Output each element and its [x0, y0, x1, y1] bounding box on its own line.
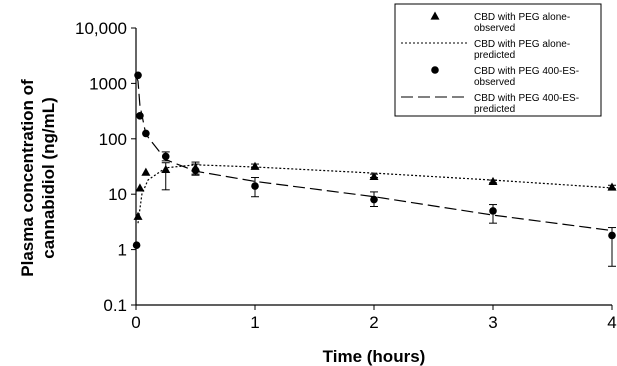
- y-axis-title-line-2: cannabidiol (ng/mL): [39, 97, 58, 259]
- x-tick-label: 4: [607, 313, 616, 332]
- axes: 0.1 1 10 100 1000 10,000 0 1 2 3 4: [75, 19, 617, 332]
- data-point: [488, 176, 498, 186]
- legend-label: observed: [474, 23, 515, 34]
- y-tick-label: 1: [118, 241, 127, 260]
- series-1: [133, 161, 617, 220]
- legend-label: CBD with PEG alone-: [474, 39, 570, 50]
- x-tick-label: 0: [131, 313, 140, 332]
- x-axis-title: Time (hours): [323, 347, 426, 366]
- data-point: [191, 166, 200, 175]
- legend-triangle-icon: [430, 11, 440, 20]
- legend-circle-icon: [431, 66, 439, 74]
- y-tick-label: 100: [99, 130, 127, 149]
- legend-label: predicted: [474, 104, 515, 115]
- x-tick-label: 3: [488, 313, 497, 332]
- series-line: [136, 76, 613, 232]
- legend-label: observed: [474, 77, 515, 88]
- x-tick-label: 1: [250, 313, 259, 332]
- data-point: [369, 171, 379, 180]
- y-tick-label: 0.1: [103, 296, 127, 315]
- y-tick-label: 1000: [89, 74, 127, 93]
- series-4: [136, 76, 613, 232]
- data-point: [161, 164, 171, 174]
- y-tick-label: 10,000: [75, 19, 127, 38]
- legend-label: CBD with PEG alone-: [474, 12, 570, 23]
- y-tick-label: 10: [108, 185, 127, 204]
- data-point: [370, 195, 378, 204]
- legend-label: CBD with PEG 400-ES-: [474, 66, 579, 77]
- data-point: [489, 207, 497, 215]
- data-point: [141, 167, 151, 176]
- data-point: [161, 152, 170, 161]
- data-point: [132, 241, 141, 250]
- data-point: [251, 182, 259, 190]
- data-point: [133, 211, 143, 220]
- data-point: [608, 231, 616, 240]
- x-tick-label: 2: [369, 313, 378, 332]
- legend-label: CBD with PEG 400-ES-: [474, 93, 579, 104]
- y-axis-title-line-1: Plasma concentration of: [18, 79, 37, 277]
- legend-label: predicted: [474, 50, 515, 61]
- data-point: [135, 183, 145, 192]
- data-point: [134, 71, 142, 80]
- data-point: [607, 182, 617, 191]
- series-layer: [132, 71, 617, 267]
- data-point: [250, 161, 260, 170]
